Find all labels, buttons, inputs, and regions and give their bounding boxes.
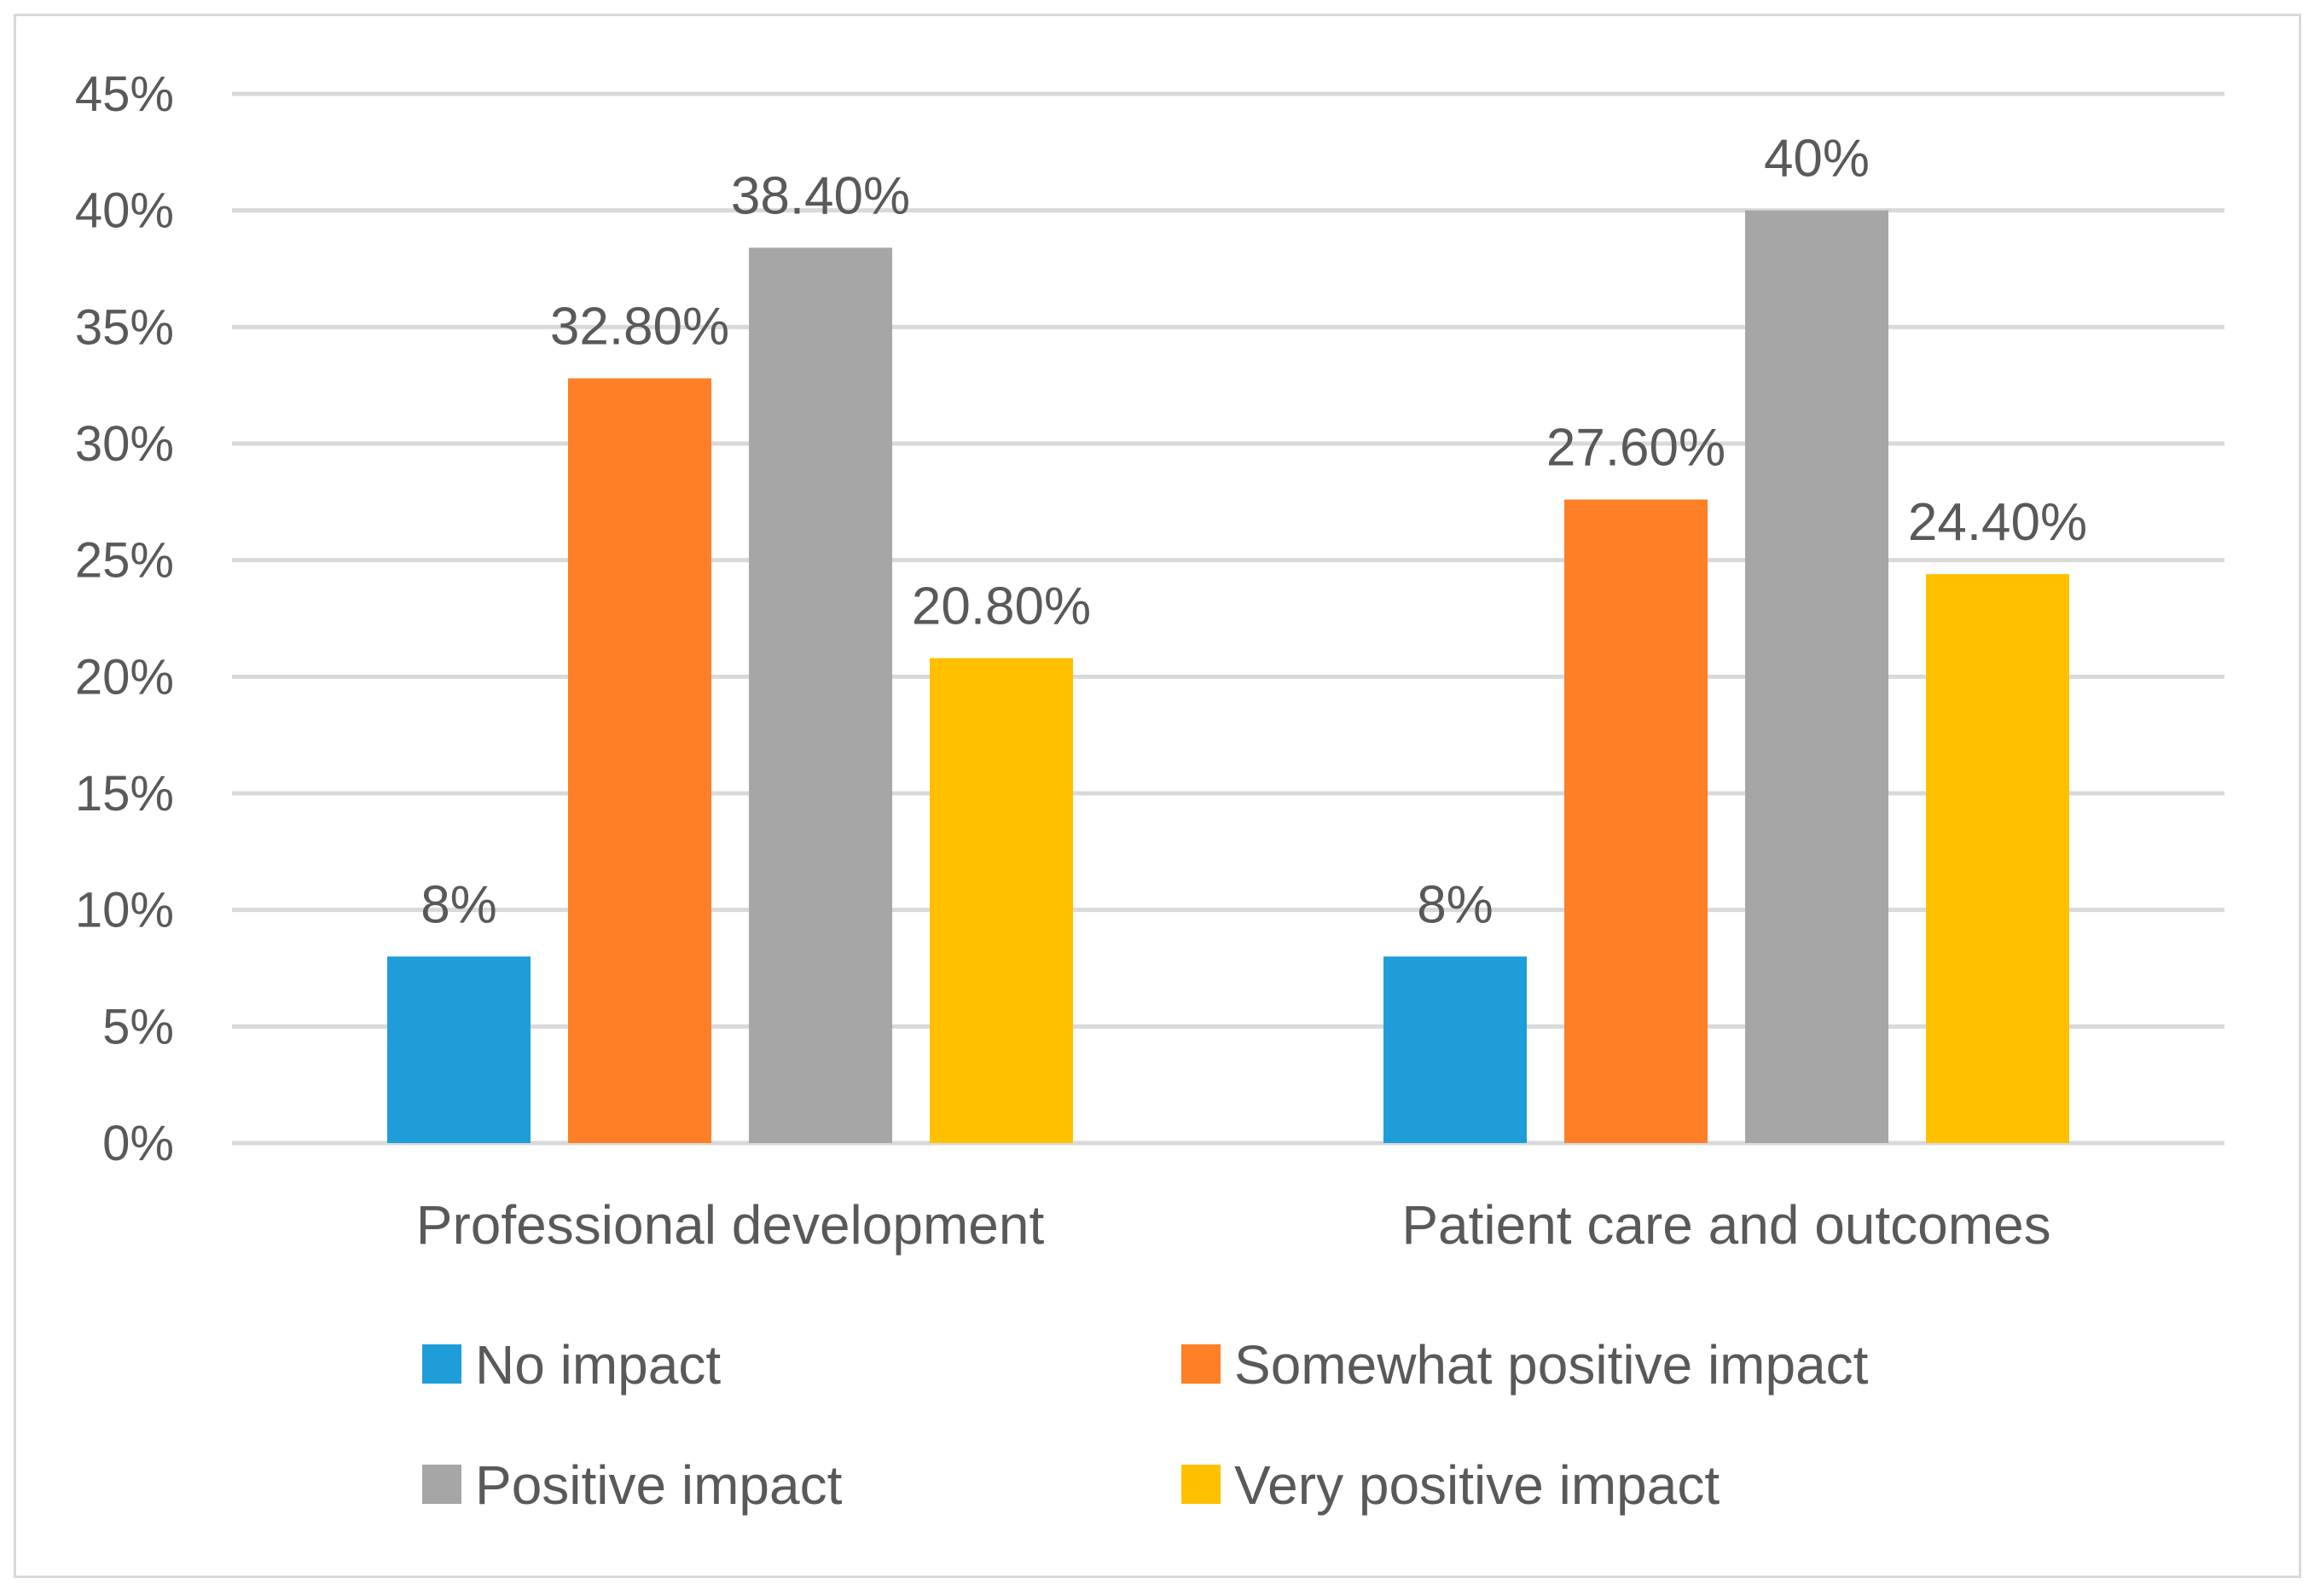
y-tick-label: 40% bbox=[75, 183, 174, 239]
legend: No impact Somewhat positive impact Positiv… bbox=[422, 1334, 1869, 1516]
legend-swatch bbox=[422, 1344, 461, 1384]
data-label: 38.40% bbox=[731, 166, 910, 225]
legend-label: Somewhat positive impact bbox=[1234, 1334, 1869, 1396]
x-axis-categories: Professional development Patient care and… bbox=[416, 1194, 2051, 1256]
y-axis-ticks: 0% 5% 10% 15% 20% 25% 30% 35% 40% 45% bbox=[75, 67, 174, 1171]
y-tick-label: 15% bbox=[75, 766, 174, 821]
bar bbox=[749, 247, 892, 1143]
y-tick-label: 20% bbox=[75, 649, 174, 705]
y-tick-label: 35% bbox=[75, 299, 174, 355]
legend-label: Very positive impact bbox=[1234, 1454, 1720, 1516]
bar bbox=[1926, 574, 2069, 1143]
y-tick-label: 45% bbox=[75, 67, 174, 122]
legend-swatch bbox=[1181, 1465, 1221, 1504]
bars bbox=[387, 210, 2069, 1144]
data-label: 20.80% bbox=[912, 577, 1091, 635]
data-label: 40% bbox=[1764, 130, 1870, 189]
legend-swatch bbox=[1181, 1344, 1221, 1384]
data-label: 32.80% bbox=[550, 297, 729, 356]
data-label: 24.40% bbox=[1908, 493, 2087, 552]
bar bbox=[1564, 499, 1708, 1143]
data-label: 8% bbox=[420, 875, 497, 934]
data-label: 27.60% bbox=[1546, 419, 1726, 478]
legend-label: No impact bbox=[475, 1334, 721, 1396]
data-label: 8% bbox=[1417, 875, 1494, 934]
bar bbox=[387, 956, 531, 1143]
y-tick-label: 0% bbox=[102, 1116, 174, 1171]
data-labels: 8% 32.80% 38.40% 20.80% 8% 27.60% 40% 24.40% bbox=[420, 130, 2087, 935]
y-tick-label: 10% bbox=[75, 883, 174, 938]
bar bbox=[1745, 210, 1888, 1144]
y-tick-label: 25% bbox=[75, 533, 174, 589]
bar bbox=[568, 378, 711, 1143]
chart-frame bbox=[14, 14, 2301, 1578]
x-tick-label: Patient care and outcomes bbox=[1401, 1194, 2050, 1256]
x-tick-label: Professional development bbox=[416, 1194, 1045, 1256]
bar bbox=[930, 658, 1073, 1143]
bar bbox=[1383, 956, 1527, 1143]
gridlines bbox=[232, 91, 2224, 1146]
y-tick-label: 5% bbox=[102, 999, 174, 1054]
y-tick-label: 30% bbox=[75, 416, 174, 472]
legend-swatch bbox=[422, 1465, 461, 1504]
legend-label: Positive impact bbox=[475, 1454, 843, 1516]
